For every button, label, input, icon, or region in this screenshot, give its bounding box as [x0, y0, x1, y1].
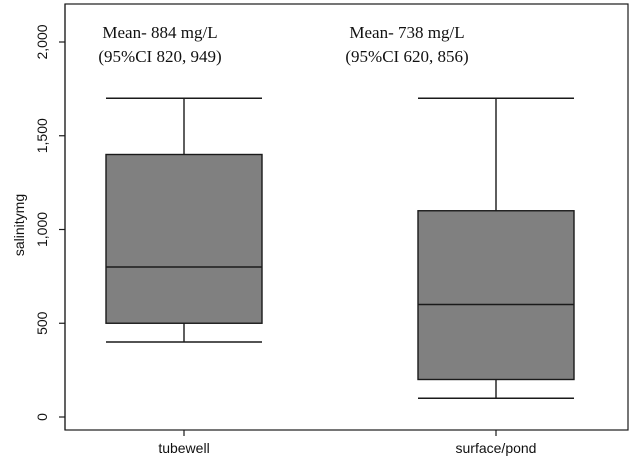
iqr-box-0	[105, 153, 263, 324]
y-tick-label-2: 1,000	[34, 212, 50, 247]
category-label-1: surface/pond	[456, 440, 537, 456]
y-tick-label-0: 0	[34, 413, 50, 421]
annotation-0-line-1: (95%CI 820, 949)	[98, 47, 221, 66]
box-0	[105, 97, 263, 343]
y-axis-label: salinitymg	[11, 194, 27, 256]
category-label-0: tubewell	[158, 440, 209, 456]
annotation-1-line-1: (95%CI 620, 856)	[345, 47, 468, 66]
category-labels: tubewell surface/pond	[158, 430, 536, 456]
box-1	[417, 97, 575, 399]
iqr-box-1	[417, 210, 575, 381]
y-tick-label-1: 500	[34, 311, 50, 335]
y-tick-label-4: 2,000	[34, 24, 50, 59]
y-tick-label-3: 1,500	[34, 118, 50, 153]
boxes-group	[105, 97, 575, 399]
annotations: Mean- 884 mg/L (95%CI 820, 949) Mean- 738 …	[98, 23, 468, 66]
y-axis: 0 500 1,000 1,500 2,000	[34, 24, 65, 421]
annotation-0-line-0: Mean- 884 mg/L	[102, 23, 217, 42]
annotation-1-line-0: Mean- 738 mg/L	[349, 23, 464, 42]
